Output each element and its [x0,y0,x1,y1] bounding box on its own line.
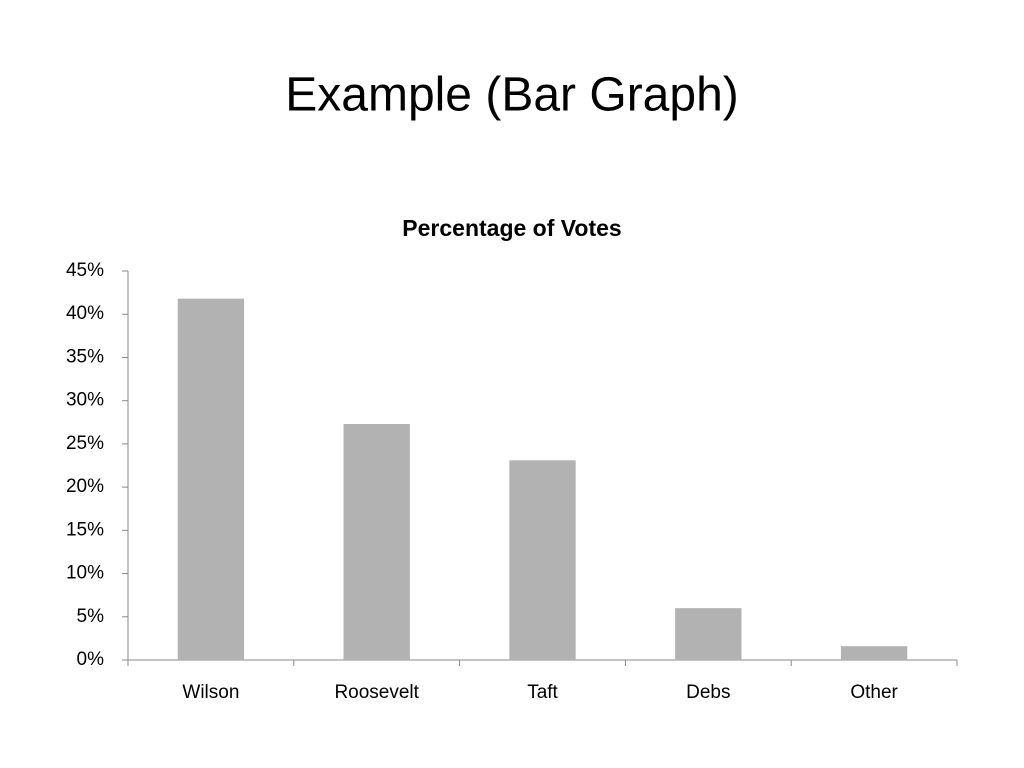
slide-title: Example (Bar Graph) [285,69,739,122]
x-tick-label: Roosevelt [334,682,419,703]
y-tick-label: 15% [66,519,104,540]
y-tick-label: 20% [66,476,104,497]
bar [675,608,742,660]
y-tick-label: 5% [77,606,105,627]
bar [343,424,410,660]
x-tick-label: Debs [686,682,730,703]
x-tick-label: Taft [527,682,558,703]
bar [177,298,245,660]
y-tick-label: 0% [77,649,105,670]
bar [840,646,908,660]
y-tick-label: 35% [66,346,104,367]
y-tick-label: 40% [66,303,104,324]
x-tick-label: Other [850,682,898,703]
y-tick-label: 25% [66,433,104,454]
y-tick-label: 45% [66,260,104,281]
y-tick-label: 10% [66,563,104,584]
chart-title: Percentage of Votes [402,215,621,241]
bar [509,460,576,660]
y-tick-label: 30% [66,390,104,411]
x-tick-label: Wilson [182,682,239,703]
